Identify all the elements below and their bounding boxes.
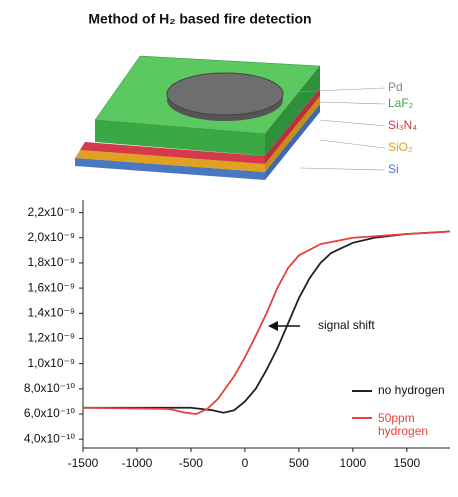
series-line bbox=[82, 230, 451, 415]
y-tick-label: 2,0x10⁻⁹ bbox=[27, 230, 75, 244]
y-tick-label: 1,0x10⁻⁹ bbox=[27, 356, 75, 370]
series-line bbox=[83, 230, 451, 414]
y-tick-label: 6,0x10⁻¹⁰ bbox=[24, 406, 75, 420]
x-tick-label: 500 bbox=[289, 456, 309, 470]
annotation: signal shift bbox=[318, 318, 375, 332]
y-tick-label: 1,6x10⁻⁹ bbox=[27, 280, 75, 294]
arrow-head bbox=[268, 321, 278, 331]
y-tick-label: 1,8x10⁻⁹ bbox=[27, 255, 75, 269]
y-tick-label: 2,2x10⁻⁹ bbox=[27, 205, 75, 219]
legend-label: no hydrogen bbox=[378, 383, 445, 397]
layer-label: Si₃N₄ bbox=[388, 118, 417, 132]
layer-label: SiO₂ bbox=[388, 140, 413, 154]
legend-label: 50ppm hydrogen bbox=[378, 411, 429, 438]
x-tick-label: 1000 bbox=[340, 456, 367, 470]
layer-label: Si bbox=[388, 162, 399, 176]
x-tick-label: 0 bbox=[242, 456, 249, 470]
y-tick-label: 8,0x10⁻¹⁰ bbox=[24, 381, 75, 395]
y-tick-label: 1,4x10⁻⁹ bbox=[27, 305, 75, 319]
layer-label: Pd bbox=[388, 80, 403, 94]
x-tick-label: -500 bbox=[179, 456, 203, 470]
sensor-diagram bbox=[75, 55, 386, 180]
x-tick-label: -1000 bbox=[122, 456, 153, 470]
layer-label: LaF₂ bbox=[388, 96, 414, 110]
chart-title: Method of H₂ based fire detection bbox=[88, 11, 311, 27]
y-tick-label: 4,0x10⁻¹⁰ bbox=[24, 431, 75, 445]
x-tick-label: -1500 bbox=[68, 456, 99, 470]
y-tick-label: 1,2x10⁻⁹ bbox=[27, 331, 75, 345]
x-tick-label: 1500 bbox=[393, 456, 420, 470]
